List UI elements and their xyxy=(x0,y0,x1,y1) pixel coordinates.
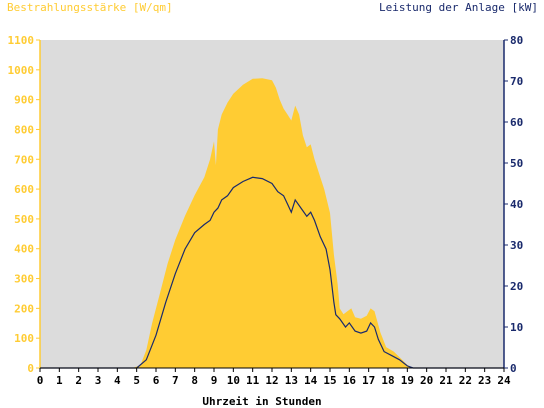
x-tick-label: 19 xyxy=(401,374,414,387)
right-tick-label: 0 xyxy=(510,362,517,375)
power-line xyxy=(40,176,504,369)
x-tick-label: 1 xyxy=(56,374,63,387)
x-tick-label: 11 xyxy=(246,374,260,387)
x-axis-ticks: 0 1 2 3 4 5 6 7 8 9 10 11 12 13 14 15 16 17 18 19 20 21 22 23 24 xyxy=(37,368,511,387)
right-axis-ticks: 0 10 20 30 40 50 60 70 80 xyxy=(504,34,523,375)
x-tick-label: 4 xyxy=(114,374,121,387)
x-tick-label: 18 xyxy=(381,374,394,387)
x-axis-label: Uhrzeit in Stunden xyxy=(202,395,321,408)
irradiance-area xyxy=(40,78,504,368)
power-series xyxy=(40,176,504,369)
x-tick-label: 17 xyxy=(362,374,375,387)
x-tick-label: 15 xyxy=(323,374,336,387)
right-tick-label: 30 xyxy=(510,239,523,252)
x-tick-label: 14 xyxy=(304,374,318,387)
right-tick-label: 70 xyxy=(510,75,523,88)
x-tick-label: 7 xyxy=(172,374,179,387)
x-tick-label: 22 xyxy=(459,374,472,387)
left-tick-label: 1000 xyxy=(8,64,35,77)
left-tick-label: 600 xyxy=(14,183,34,196)
x-tick-label: 3 xyxy=(95,374,102,387)
left-tick-label: 100 xyxy=(14,332,34,345)
x-tick-label: 0 xyxy=(37,374,44,387)
x-tick-label: 12 xyxy=(265,374,278,387)
x-tick-label: 5 xyxy=(133,374,140,387)
right-tick-label: 40 xyxy=(510,198,523,211)
left-tick-label: 0 xyxy=(27,362,34,375)
right-axis-title: Leistung der Anlage [kW] xyxy=(379,1,538,14)
x-tick-label: 2 xyxy=(75,374,82,387)
left-tick-label: 200 xyxy=(14,302,34,315)
left-tick-label: 1100 xyxy=(8,34,35,47)
x-tick-label: 8 xyxy=(191,374,198,387)
left-tick-label: 700 xyxy=(14,153,34,166)
x-tick-label: 20 xyxy=(420,374,433,387)
right-tick-label: 10 xyxy=(510,321,523,334)
x-tick-label: 21 xyxy=(439,374,453,387)
left-tick-label: 900 xyxy=(14,94,34,107)
x-tick-label: 6 xyxy=(153,374,160,387)
left-tick-label: 800 xyxy=(14,123,34,136)
right-tick-label: 50 xyxy=(510,157,523,170)
left-axis-ticks: 0 100 200 300 400 500 600 700 800 900 1000 1100 xyxy=(8,34,40,375)
left-tick-label: 300 xyxy=(14,273,34,286)
x-tick-label: 16 xyxy=(343,374,357,387)
x-tick-label: 13 xyxy=(285,374,298,387)
right-tick-label: 60 xyxy=(510,116,523,129)
right-tick-label: 20 xyxy=(510,280,523,293)
x-tick-label: 24 xyxy=(497,374,511,387)
irradiance-series xyxy=(40,78,504,368)
left-tick-label: 400 xyxy=(14,243,34,256)
x-tick-label: 9 xyxy=(211,374,218,387)
x-tick-label: 23 xyxy=(478,374,491,387)
left-axis-title: Bestrahlungsstärke [W/qm] xyxy=(7,1,173,14)
x-tick-label: 10 xyxy=(227,374,240,387)
left-tick-label: 500 xyxy=(14,213,34,226)
right-tick-label: 80 xyxy=(510,34,523,47)
